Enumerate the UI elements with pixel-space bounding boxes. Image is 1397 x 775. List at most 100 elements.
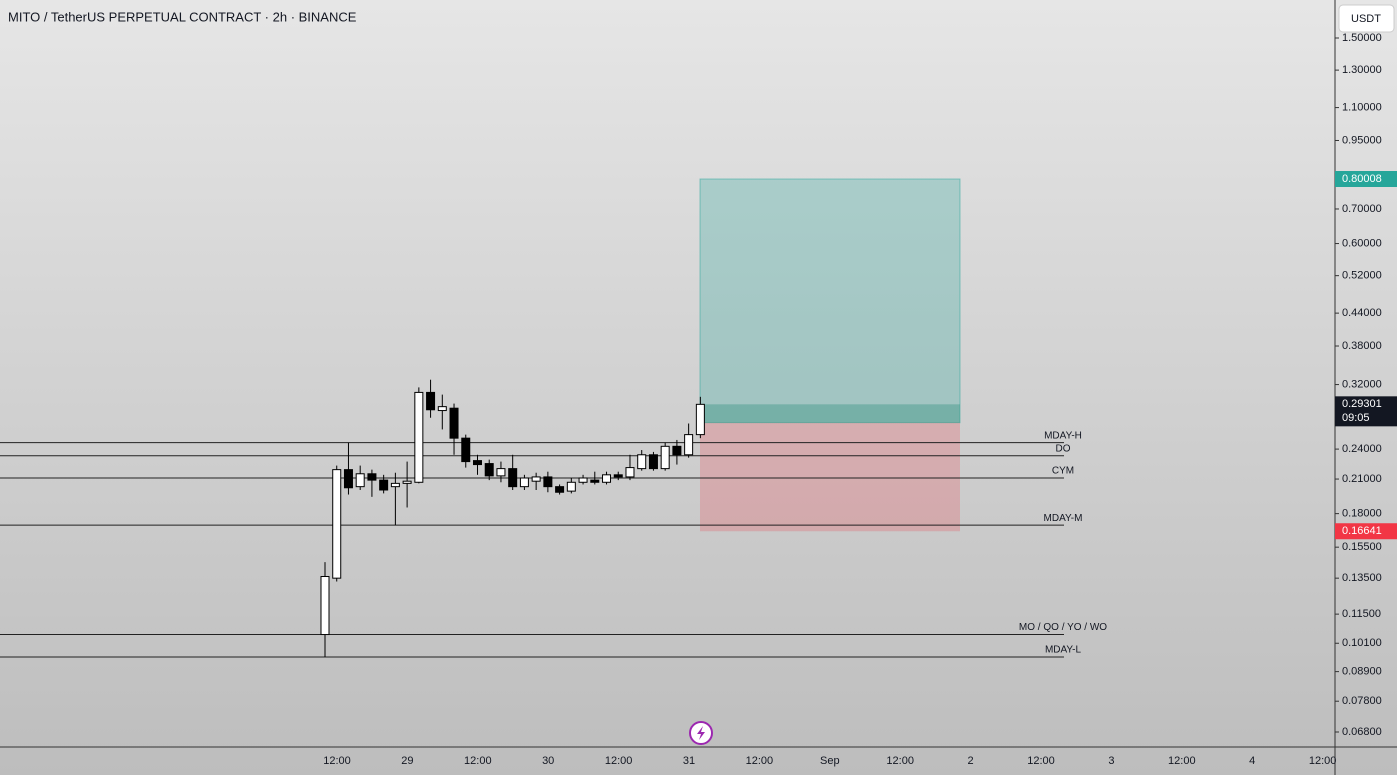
currency-label[interactable]: USDT xyxy=(1351,13,1381,25)
candle xyxy=(578,474,588,485)
candle xyxy=(602,471,612,485)
x-tick-label: 12:00 xyxy=(1027,755,1055,767)
level-label: MDAY-M xyxy=(1044,513,1083,524)
y-tick-label: 0.18000 xyxy=(1342,508,1382,520)
x-tick-label: 12:00 xyxy=(464,755,492,767)
candle xyxy=(379,474,389,494)
y-tick-label: 0.44000 xyxy=(1342,307,1382,319)
candle-body xyxy=(590,479,600,483)
candle-body xyxy=(519,477,529,488)
candle-body xyxy=(566,481,576,492)
candle xyxy=(590,471,600,485)
candle-body xyxy=(449,407,459,439)
candle xyxy=(461,434,471,468)
candle-body xyxy=(355,473,365,488)
y-tick-label: 0.95000 xyxy=(1342,134,1382,146)
y-tick-label: 0.52000 xyxy=(1342,270,1382,282)
y-tick-label: 0.13500 xyxy=(1342,572,1382,584)
candle xyxy=(332,465,342,582)
candle-body xyxy=(648,454,658,470)
candle-body xyxy=(684,434,694,456)
x-tick-label: Sep xyxy=(820,755,840,767)
y-tick-label: 1.30000 xyxy=(1342,64,1382,76)
target-zone xyxy=(699,178,961,424)
x-tick-label: 30 xyxy=(542,755,554,767)
level-label: MDAY-L xyxy=(1045,645,1082,656)
y-tick-label: 0.70000 xyxy=(1342,203,1382,215)
y-tick-label: 0.06800 xyxy=(1342,726,1382,738)
candle-body xyxy=(437,406,447,412)
level-label: CYM xyxy=(1052,466,1074,477)
stop-price-label-bg xyxy=(1335,523,1397,540)
last-price-label-bg xyxy=(1335,396,1397,427)
x-tick-label: 2 xyxy=(968,755,974,767)
candle xyxy=(672,439,682,465)
candle-body xyxy=(602,474,612,483)
candle xyxy=(625,454,635,481)
x-tick-label: 29 xyxy=(401,755,413,767)
candle xyxy=(531,472,541,490)
stop-zone xyxy=(700,422,960,532)
candle-body xyxy=(613,474,623,478)
last-price-label: 0.29301 xyxy=(1342,398,1382,410)
candle-body xyxy=(625,467,635,478)
candle-body xyxy=(367,473,377,481)
y-tick-label: 0.24000 xyxy=(1342,443,1382,455)
candle xyxy=(695,396,705,439)
candle-body xyxy=(402,480,412,484)
x-tick-label: 3 xyxy=(1108,755,1114,767)
candle xyxy=(660,442,670,471)
candle xyxy=(684,423,694,458)
y-tick-label: 0.08900 xyxy=(1342,666,1382,678)
candle-body xyxy=(320,576,330,636)
currency-button[interactable] xyxy=(1338,4,1395,33)
progress-zone xyxy=(700,404,960,423)
candle-body xyxy=(472,460,482,466)
candle xyxy=(320,562,330,657)
x-tick-label: 12:00 xyxy=(1309,755,1337,767)
x-tick-label: 12:00 xyxy=(886,755,914,767)
candle xyxy=(449,403,459,455)
candle xyxy=(555,484,565,495)
candle xyxy=(519,474,529,490)
candle xyxy=(343,442,353,495)
candle-body xyxy=(343,469,353,489)
candle-body xyxy=(484,463,494,477)
y-tick-label: 1.50000 xyxy=(1342,32,1382,44)
y-tick-label: 0.32000 xyxy=(1342,378,1382,390)
y-tick-label: 0.15500 xyxy=(1342,541,1382,553)
candle xyxy=(437,394,447,430)
target-price-label: 0.80008 xyxy=(1342,173,1382,185)
y-tick-label: 0.38000 xyxy=(1342,340,1382,352)
candle-body xyxy=(637,454,647,470)
x-tick-label: 12:00 xyxy=(746,755,774,767)
candle xyxy=(472,454,482,475)
x-tick-label: 12:00 xyxy=(323,755,351,767)
candle-body xyxy=(543,476,553,488)
countdown: 09:05 xyxy=(1342,412,1370,424)
candle-body xyxy=(496,468,506,477)
x-tick-label: 12:00 xyxy=(1168,755,1196,767)
candle xyxy=(484,459,494,481)
stop-price-label: 0.16641 xyxy=(1342,525,1382,537)
candle xyxy=(637,450,647,471)
candle-body xyxy=(414,391,424,483)
y-tick-label: 0.60000 xyxy=(1342,237,1382,249)
candle xyxy=(613,471,623,481)
candle-body xyxy=(660,445,670,470)
target-price-label-bg xyxy=(1335,171,1397,188)
level-label: DO xyxy=(1056,443,1071,454)
candle xyxy=(414,387,424,484)
level-label: MDAY-H xyxy=(1044,430,1082,441)
x-tick-label: 31 xyxy=(683,755,695,767)
candle xyxy=(508,454,518,490)
candle-body xyxy=(531,476,541,482)
y-tick-label: 0.07800 xyxy=(1342,695,1382,707)
y-tick-label: 0.10100 xyxy=(1342,637,1382,649)
x-tick-label: 4 xyxy=(1249,755,1255,767)
candle-body xyxy=(332,469,342,579)
lightning-icon xyxy=(689,721,713,745)
candle xyxy=(543,471,553,493)
